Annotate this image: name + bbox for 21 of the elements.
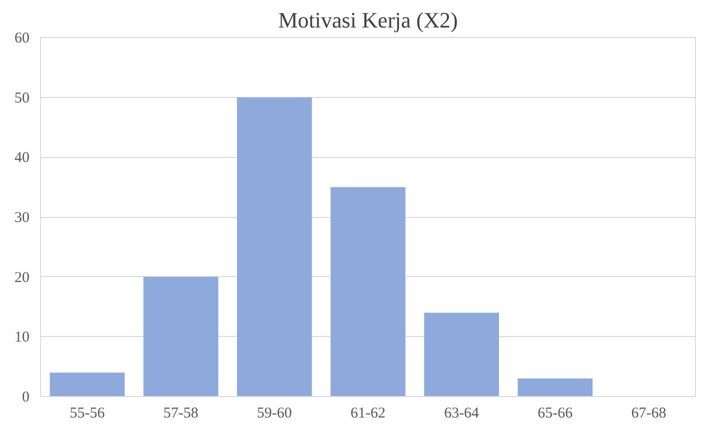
bar xyxy=(518,378,593,396)
bar xyxy=(143,276,218,396)
bar xyxy=(237,97,312,396)
x-tick-label: 55-56 xyxy=(70,406,106,422)
y-tick-label: 30 xyxy=(14,210,30,226)
x-tick-label: 61-62 xyxy=(350,406,386,422)
x-tick-label: 65-66 xyxy=(538,406,574,422)
y-tick-label: 60 xyxy=(14,30,30,46)
bar xyxy=(50,372,125,396)
bar xyxy=(330,187,406,396)
x-tick-label: 67-68 xyxy=(631,406,666,422)
x-tick-label: 57-58 xyxy=(163,406,198,422)
bar xyxy=(424,312,499,396)
y-tick-label: 50 xyxy=(14,90,30,106)
y-tick-label: 20 xyxy=(14,270,30,286)
x-tick-label: 59-60 xyxy=(256,406,292,422)
x-tick-label: 63-64 xyxy=(444,406,480,422)
y-tick-label: 0 xyxy=(22,390,30,406)
y-tick-label: 40 xyxy=(14,150,30,166)
chart-title: Motivasi Kerja (X2) xyxy=(278,8,458,32)
y-tick-label: 10 xyxy=(14,330,30,346)
